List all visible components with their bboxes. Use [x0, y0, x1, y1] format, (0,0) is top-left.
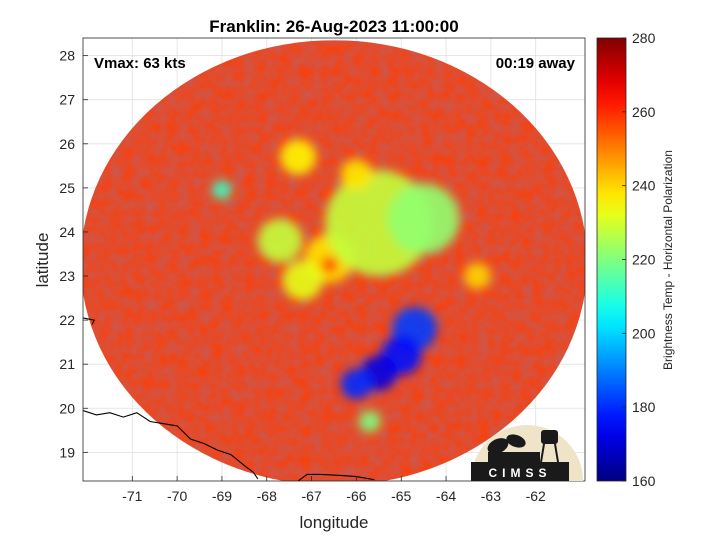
- y-tick-label: 23: [59, 268, 75, 284]
- x-tick-label: -70: [167, 488, 187, 504]
- y-tick-label: 20: [59, 400, 75, 416]
- logo-text: CIMSS: [488, 466, 551, 480]
- y-tick-label: 28: [59, 48, 75, 64]
- y-tick-label: 26: [59, 136, 75, 152]
- feature-convection-tail-south: [358, 410, 382, 433]
- x-tick-label: -68: [257, 488, 277, 504]
- x-tick-label: -63: [481, 488, 501, 504]
- colorbar-tick-label: 200: [632, 325, 656, 341]
- x-axis-label: longitude: [299, 513, 368, 532]
- time-offset-label: 00:19 away: [496, 55, 576, 72]
- x-axis: -71 -70 -69 -68 -67 -66 -65 -64 -63 -62: [122, 476, 546, 504]
- coastline-hispaniola-north-coast: [83, 409, 259, 480]
- colorbar-tick-label: 240: [632, 178, 656, 194]
- x-tick-label: -65: [391, 488, 411, 504]
- logo-banner: [471, 462, 569, 481]
- y-tick-label: 25: [59, 180, 75, 196]
- feature-convection-south: [340, 368, 373, 400]
- colorbar-tick-label: 220: [632, 252, 656, 268]
- colorbar-tick-label: 180: [632, 399, 656, 415]
- y-tick-label: 19: [59, 444, 75, 460]
- chart-title: Franklin: 26-Aug-2023 11:00:00: [209, 17, 458, 36]
- colorbar: [596, 37, 627, 482]
- feature-outer-band-north: [340, 159, 373, 191]
- x-tick-label: -69: [212, 488, 232, 504]
- logo-dish-left: [487, 438, 509, 454]
- y-tick-label: 24: [59, 224, 75, 240]
- x-tick-label: -67: [301, 488, 321, 504]
- swath: [83, 40, 585, 481]
- coastline-puerto-rico-north-coast: [297, 473, 375, 481]
- x-tick-label: -66: [346, 488, 366, 504]
- y-axis: 19 20 21 22 23 24 25 26 27 28: [59, 48, 88, 460]
- colorbar-tick-label: 160: [632, 473, 656, 489]
- x-tick-label: -71: [122, 488, 142, 504]
- y-tick-label: 21: [59, 356, 75, 372]
- x-tick-label: -64: [436, 488, 456, 504]
- feature-inner-band-west: [257, 218, 303, 263]
- convective-features: [212, 139, 491, 433]
- feature-northeast-band: [387, 183, 460, 254]
- feature-outer-cell-east: [463, 262, 491, 290]
- colorbar-tick-label: 280: [632, 30, 656, 46]
- y-axis-label: latitude: [33, 233, 52, 288]
- logo-building: [488, 452, 540, 462]
- feature-inner-band-south: [282, 260, 323, 301]
- feature-outer-cell-west: [212, 180, 232, 200]
- logo-water-tower-tank: [541, 430, 558, 444]
- cimss-logo: CIMSS: [471, 425, 583, 481]
- coastline-bahamas-fragment: [83, 317, 96, 325]
- y-tick-label: 22: [59, 312, 75, 328]
- plot-frame: [82, 37, 586, 482]
- colorbar-label: Brightness Temp - Horizontal Polarizatio…: [661, 150, 675, 370]
- x-tick-label: -62: [526, 488, 546, 504]
- y-tick-label: 27: [59, 92, 75, 108]
- vmax-label: Vmax: 63 kts: [94, 55, 186, 72]
- coastlines: [83, 317, 375, 481]
- logo-dish-right: [506, 434, 526, 448]
- storm-eye-marker: [325, 261, 334, 270]
- feature-outer-band-northwest: [280, 139, 317, 175]
- colorbar-ticks: 160 180 200 220 240 260 280: [622, 30, 656, 489]
- colorbar-tick-label: 260: [632, 104, 656, 120]
